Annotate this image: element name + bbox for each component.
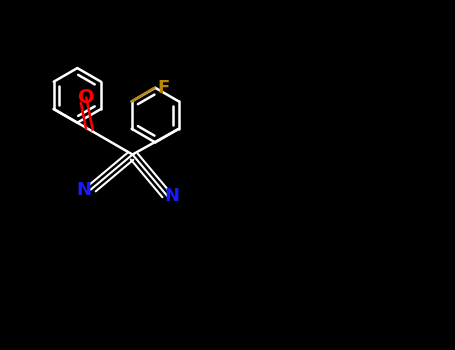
Text: N: N [76, 181, 91, 198]
Text: N: N [165, 187, 180, 205]
Text: O: O [78, 88, 95, 107]
Text: F: F [157, 79, 170, 97]
